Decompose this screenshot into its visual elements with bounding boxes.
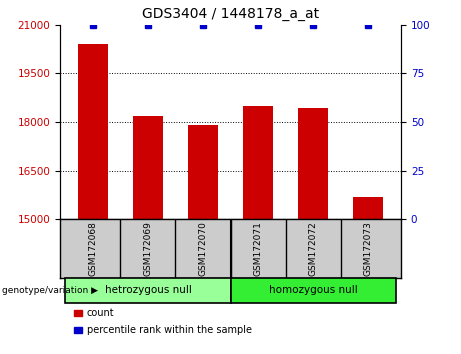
Bar xyxy=(230,278,396,303)
Text: GSM172073: GSM172073 xyxy=(364,221,372,276)
Text: GSM172072: GSM172072 xyxy=(308,221,318,276)
Bar xyxy=(188,125,218,219)
Bar xyxy=(133,116,163,219)
Text: GSM172069: GSM172069 xyxy=(143,221,153,276)
Bar xyxy=(78,44,108,219)
Text: GSM172068: GSM172068 xyxy=(89,221,97,276)
Bar xyxy=(353,197,383,219)
Bar xyxy=(298,108,328,219)
Text: count: count xyxy=(87,308,114,318)
Text: percentile rank within the sample: percentile rank within the sample xyxy=(87,325,252,335)
Text: GSM172071: GSM172071 xyxy=(254,221,262,276)
Text: GSM172070: GSM172070 xyxy=(199,221,207,276)
Text: genotype/variation ▶: genotype/variation ▶ xyxy=(2,286,98,295)
Title: GDS3404 / 1448178_a_at: GDS3404 / 1448178_a_at xyxy=(142,7,319,21)
Text: hetrozygous null: hetrozygous null xyxy=(105,285,191,295)
Text: homozygous null: homozygous null xyxy=(269,285,357,295)
Bar xyxy=(65,278,230,303)
Bar xyxy=(243,106,273,219)
